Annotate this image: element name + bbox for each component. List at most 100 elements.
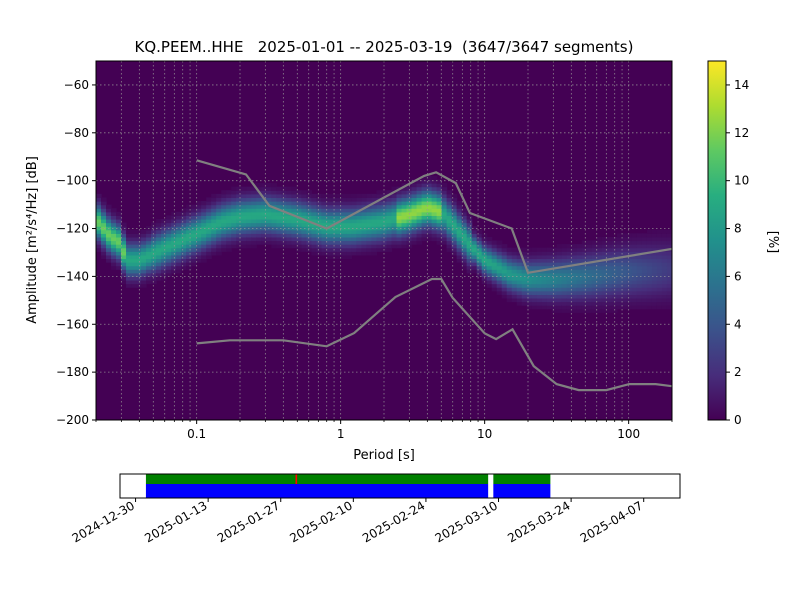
heatmap-cell xyxy=(386,204,393,209)
heatmap-cell xyxy=(336,251,343,256)
heatmap-cell xyxy=(596,265,603,270)
heatmap-cell xyxy=(351,201,358,206)
heatmap-cell xyxy=(526,287,533,292)
heatmap-cell xyxy=(361,240,368,245)
heatmap-cell xyxy=(226,222,232,227)
heatmap-cell xyxy=(166,262,172,267)
heatmap-cell xyxy=(126,262,132,267)
heatmap-cell xyxy=(126,236,132,242)
heatmap-cell xyxy=(661,279,668,285)
heatmap-cell xyxy=(121,236,127,242)
heatmap-cell xyxy=(436,218,443,224)
heatmap-cell xyxy=(421,208,428,213)
heatmap-cell xyxy=(351,222,358,227)
heatmap-cell xyxy=(176,244,182,249)
heatmap-cell xyxy=(471,258,478,263)
heatmap-cell xyxy=(556,244,563,249)
heatmap-cell xyxy=(526,305,533,310)
heatmap-cell xyxy=(366,240,373,245)
heatmap-cell xyxy=(256,211,262,216)
heatmap-cell xyxy=(536,276,543,281)
heatmap-cell xyxy=(181,236,187,242)
heatmap-cell xyxy=(221,236,227,242)
heatmap-cell xyxy=(661,236,668,242)
heatmap-cell xyxy=(221,218,227,224)
heatmap-cell xyxy=(346,247,353,252)
heatmap-cell xyxy=(536,247,543,252)
heatmap-cell xyxy=(466,258,473,263)
heatmap-cell xyxy=(631,301,638,306)
heatmap-cell xyxy=(371,211,378,216)
heatmap-cell xyxy=(326,218,333,224)
heatmap-cell xyxy=(266,240,272,245)
heatmap-cell xyxy=(141,244,147,249)
heatmap-cell xyxy=(386,244,393,249)
heatmap-cell xyxy=(231,197,237,202)
heatmap-cell xyxy=(591,308,598,313)
heatmap-cell xyxy=(581,287,588,292)
heatmap-cell xyxy=(131,262,137,267)
heatmap-cell xyxy=(486,272,493,277)
heatmap-cell xyxy=(176,265,182,270)
heatmap-cell xyxy=(486,262,493,267)
heatmap-cell xyxy=(111,236,117,242)
heatmap-cell xyxy=(176,251,182,256)
heatmap-cell xyxy=(541,247,548,252)
heatmap-cell xyxy=(316,193,322,199)
heatmap-cell xyxy=(176,211,182,216)
heatmap-cell xyxy=(551,247,558,252)
heatmap-cell xyxy=(276,218,282,224)
heatmap-cell xyxy=(656,305,663,310)
heatmap-cell xyxy=(626,262,633,267)
heatmap-cell xyxy=(236,204,242,209)
heatmap-cell xyxy=(391,211,398,216)
heatmap-cell xyxy=(441,218,448,224)
heatmap-cell xyxy=(171,218,177,224)
heatmap-cell xyxy=(451,229,458,234)
heatmap-cell xyxy=(211,251,217,256)
heatmap-cell xyxy=(651,276,658,281)
heatmap-cell xyxy=(471,244,478,249)
heatmap-cell xyxy=(401,236,408,242)
heatmap-cell xyxy=(221,233,227,238)
heatmap-cell xyxy=(546,276,553,281)
heatmap-cell xyxy=(491,240,498,245)
heatmap-cell xyxy=(506,269,513,274)
heatmap-cell xyxy=(211,197,217,202)
heatmap-cell xyxy=(271,244,277,249)
heatmap-cell xyxy=(181,233,187,238)
heatmap-cell xyxy=(436,236,443,242)
heatmap-cell xyxy=(306,236,312,242)
heatmap-cell xyxy=(166,218,172,224)
heatmap-cell xyxy=(141,254,147,260)
heatmap-cell xyxy=(516,279,523,285)
heatmap-cell xyxy=(311,193,317,199)
heatmap-cell xyxy=(171,222,177,227)
heatmap-cell xyxy=(166,222,172,227)
heatmap-cell xyxy=(256,193,262,199)
heatmap-cell xyxy=(526,265,533,270)
heatmap-cell xyxy=(546,258,553,263)
heatmap-cell xyxy=(391,215,398,220)
heatmap-cell xyxy=(466,247,473,252)
heatmap-cell xyxy=(136,262,142,267)
heatmap-cell xyxy=(116,240,122,245)
heatmap-cell xyxy=(596,244,603,249)
heatmap-cell xyxy=(616,305,623,310)
heatmap-cell xyxy=(631,247,638,252)
heatmap-cell xyxy=(466,222,473,227)
heatmap-cell xyxy=(236,236,242,242)
heatmap-cell xyxy=(421,229,428,234)
heatmap-cell xyxy=(641,279,648,285)
heatmap-cell xyxy=(566,297,573,303)
heatmap-cell xyxy=(131,244,137,249)
heatmap-cell xyxy=(466,265,473,270)
heatmap-cell xyxy=(466,233,473,238)
heatmap-cell xyxy=(401,222,408,227)
heatmap-cell xyxy=(331,254,338,260)
heatmap-cell xyxy=(366,197,373,202)
heatmap-cell xyxy=(316,229,322,234)
heatmap-cell xyxy=(581,272,588,277)
heatmap-cell xyxy=(286,222,292,227)
